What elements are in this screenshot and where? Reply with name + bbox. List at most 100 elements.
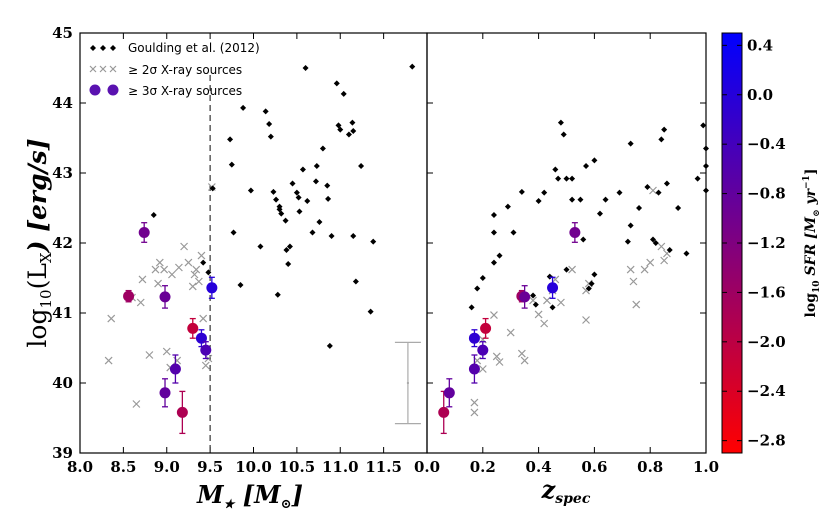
cb-tick-label: −1.2: [747, 234, 786, 252]
y-tick-label: 41: [52, 304, 73, 322]
two-sigma-point: [520, 356, 529, 365]
x-tick-label: 1.0: [693, 458, 719, 476]
y-tick-label: 40: [52, 374, 73, 392]
legend-goulding-label: Goulding et al. (2012): [128, 41, 260, 55]
goulding-point: [293, 189, 300, 196]
goulding-point: [257, 243, 264, 250]
goulding-point: [683, 250, 690, 257]
x-axis-label-right: zspec: [541, 475, 591, 507]
three-sigma-point: [195, 329, 207, 348]
cb-tick-label: −2.4: [747, 382, 786, 400]
goulding-point: [289, 180, 296, 187]
goulding-point: [569, 196, 576, 203]
two-sigma-point: [201, 361, 210, 370]
cb-tick-label: −2.8: [747, 432, 786, 450]
two-sigma-point: [649, 186, 657, 195]
goulding-point: [563, 175, 570, 182]
three-sigma-point: [477, 341, 489, 360]
two-sigma-point: [154, 279, 162, 288]
goulding-point: [367, 308, 374, 315]
three-sigma-point: [206, 276, 218, 299]
goulding-point: [286, 243, 293, 250]
goulding-point: [409, 63, 416, 70]
goulding-point: [313, 163, 320, 169]
goulding-point: [276, 203, 283, 210]
goulding-point: [352, 278, 359, 285]
three-sigma-point: [176, 390, 188, 435]
x-tick-label: 9.5: [197, 458, 223, 476]
goulding-point: [504, 203, 511, 210]
goulding-point: [266, 121, 273, 127]
two-sigma-point: [492, 352, 501, 361]
goulding-point: [552, 166, 559, 173]
goulding-point: [304, 198, 311, 204]
goulding-point: [518, 188, 525, 195]
cb-tick-label: −0.4: [747, 135, 786, 153]
goulding-point: [663, 180, 670, 187]
goulding-point: [627, 222, 634, 229]
goulding-point: [546, 273, 553, 280]
two-sigma-point: [490, 311, 498, 320]
goulding-point: [649, 236, 656, 243]
goulding-point: [535, 198, 542, 204]
two-sigma-point: [192, 265, 201, 274]
y-tick-label: 45: [52, 24, 73, 42]
two-sigma-point: [162, 347, 171, 356]
two-sigma-point: [495, 358, 504, 366]
two-sigma-point: [104, 356, 113, 365]
colorbar-ticks: 0.4 0.0 −0.4 −0.8 −1.2 −1.6 −2.0 −2.4 −2.8: [722, 36, 786, 450]
goulding-point: [530, 292, 537, 299]
y-tick-label: 43: [52, 164, 73, 182]
goulding-point: [349, 119, 356, 126]
cb-tick-label: −2.0: [747, 333, 786, 351]
goulding-point: [549, 304, 556, 311]
two-sigma-point: [640, 265, 649, 274]
two-sigma-point: [632, 300, 641, 309]
x-axis-label-left: M★ [M⊙]: [196, 480, 303, 512]
two-sigma-point: [168, 270, 176, 279]
goulding-point: [240, 104, 247, 111]
goulding-point: [591, 157, 598, 164]
two-sigma-point: [194, 277, 203, 286]
three-sigma-point: [438, 390, 450, 435]
right-x-ticks: 0.0 0.2 0.4 0.6 0.8 1.0: [414, 33, 719, 476]
two-sigma-point: [534, 310, 543, 319]
goulding-point: [227, 136, 234, 143]
legend-2sigma-marker: [89, 65, 117, 73]
goulding-point: [337, 126, 344, 133]
goulding-point: [580, 236, 587, 243]
goulding-point: [652, 240, 659, 246]
goulding-point: [555, 175, 562, 182]
goulding-point: [270, 188, 277, 195]
x-tick-label: 9.0: [154, 458, 180, 476]
three-sigma-point: [519, 285, 531, 309]
two-sigma-point: [184, 258, 193, 267]
three-sigma-point: [468, 354, 480, 384]
goulding-point: [602, 196, 609, 203]
goulding-point: [588, 280, 595, 287]
goulding-point: [299, 166, 306, 173]
goulding-point: [644, 184, 651, 190]
three-sigma-point: [480, 317, 492, 339]
goulding-point: [557, 119, 564, 126]
two-sigma-point: [145, 351, 154, 359]
goulding-point: [577, 196, 584, 203]
x-tick-label: 0.0: [414, 458, 440, 476]
goulding-point: [200, 259, 207, 266]
goulding-point: [340, 90, 347, 97]
two-sigma-point: [470, 398, 479, 407]
goulding-point: [703, 145, 709, 152]
x-tick-label: 8.0: [67, 458, 93, 476]
two-sigma-point: [470, 408, 479, 417]
y-axis-label: log10(LX) [erg/s]: [23, 138, 55, 347]
two-sigma-point: [136, 298, 145, 307]
goulding-point: [282, 217, 289, 224]
three-sigma-point: [547, 276, 559, 299]
goulding-point: [474, 285, 481, 292]
goulding-point: [583, 163, 590, 169]
legend-3sigma-marker: [89, 84, 119, 96]
two-sigma-point: [174, 263, 183, 272]
left-x-ticks: 8.0 8.5 9.0 9.5 10.0 10.5 11.0 11.5: [67, 33, 402, 476]
two-sigma-point: [173, 356, 182, 365]
goulding-point: [616, 189, 623, 196]
